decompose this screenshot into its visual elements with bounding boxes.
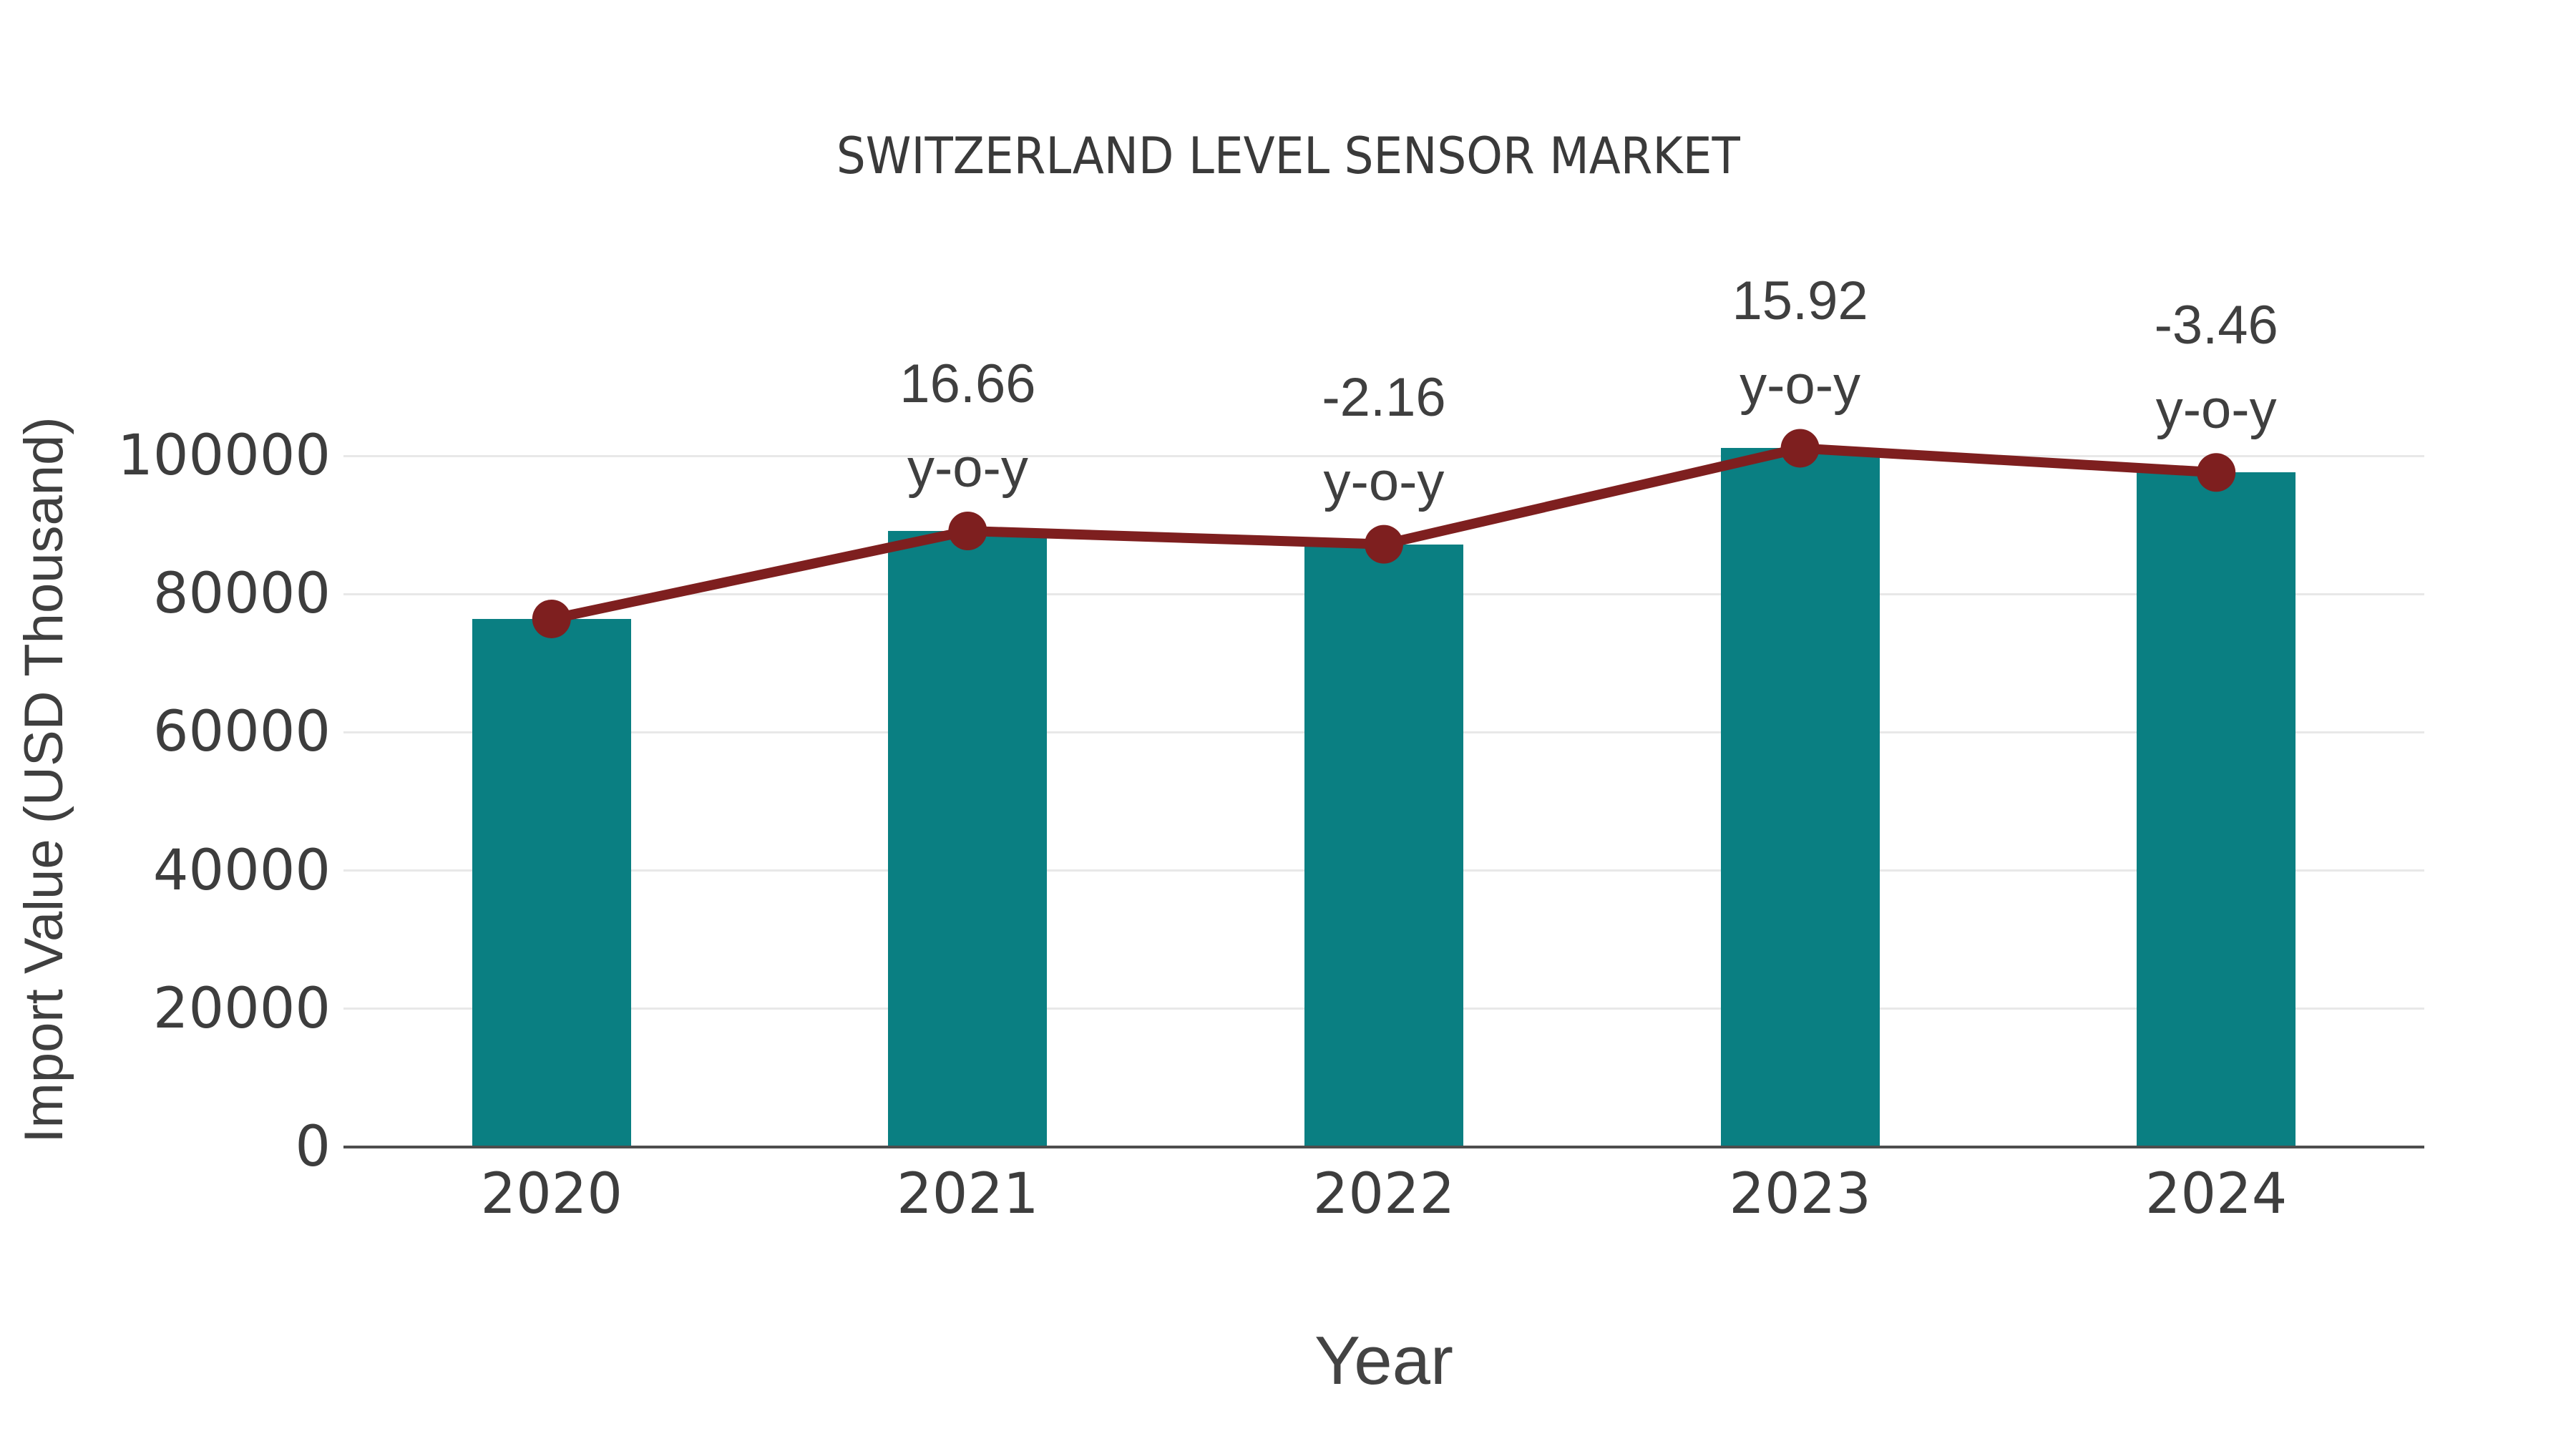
yoy-suffix-2023: y-o-y bbox=[1740, 355, 1861, 416]
yoy-annotation-2024: -3.46 y-o-y bbox=[1994, 283, 2438, 452]
y-axis-tick-label-100000: 100000 bbox=[117, 424, 331, 488]
y-axis-tick-label-60000: 60000 bbox=[152, 700, 331, 765]
yoy-suffix-2021: y-o-y bbox=[907, 438, 1028, 499]
x-axis-tick-label-2021: 2021 bbox=[897, 1162, 1039, 1226]
yoy-value-2022: -2.16 bbox=[1322, 366, 1446, 428]
bar-2023 bbox=[1720, 448, 1880, 1147]
yoy-suffix-2022: y-o-y bbox=[1323, 451, 1445, 512]
x-axis-line bbox=[343, 1146, 2424, 1148]
x-axis-tick-label-2023: 2023 bbox=[1729, 1162, 1871, 1226]
line-marker-2020 bbox=[532, 599, 571, 638]
line-marker-2024 bbox=[2197, 453, 2236, 492]
yoy-suffix-2024: y-o-y bbox=[2155, 379, 2277, 441]
x-axis-tick-label-2020: 2020 bbox=[480, 1162, 623, 1226]
bar-2022 bbox=[1304, 544, 1463, 1147]
line-marker-2021 bbox=[948, 512, 987, 551]
yoy-value-2021: 16.66 bbox=[899, 353, 1036, 414]
bar-2021 bbox=[888, 531, 1048, 1147]
chart-title: SWITZERLAND LEVEL SENSOR MARKET bbox=[836, 127, 1740, 185]
yoy-value-2023: 15.92 bbox=[1732, 270, 1868, 332]
yoy-annotation-2021: 16.66 y-o-y bbox=[746, 342, 1189, 511]
yoy-annotation-2022: -2.16 y-o-y bbox=[1162, 356, 1606, 525]
line-marker-2022 bbox=[1365, 525, 1403, 564]
y-axis-tick-label-40000: 40000 bbox=[152, 838, 331, 903]
x-axis-title: Year bbox=[1314, 1322, 1453, 1399]
y-axis-tick-label-0: 0 bbox=[295, 1115, 331, 1179]
yoy-value-2024: -3.46 bbox=[2154, 295, 2278, 356]
gridline-100000 bbox=[343, 454, 2424, 457]
x-axis-tick-label-2024: 2024 bbox=[2145, 1162, 2288, 1226]
line-marker-2023 bbox=[1780, 429, 1820, 468]
bar-2024 bbox=[2137, 472, 2296, 1147]
y-axis-tick-label-20000: 20000 bbox=[152, 976, 331, 1041]
y-axis-tick-label-80000: 80000 bbox=[152, 562, 331, 627]
x-axis-tick-label-2022: 2022 bbox=[1312, 1162, 1455, 1226]
yoy-annotation-2023: 15.92 y-o-y bbox=[1579, 259, 2022, 428]
bar-2020 bbox=[472, 618, 631, 1147]
